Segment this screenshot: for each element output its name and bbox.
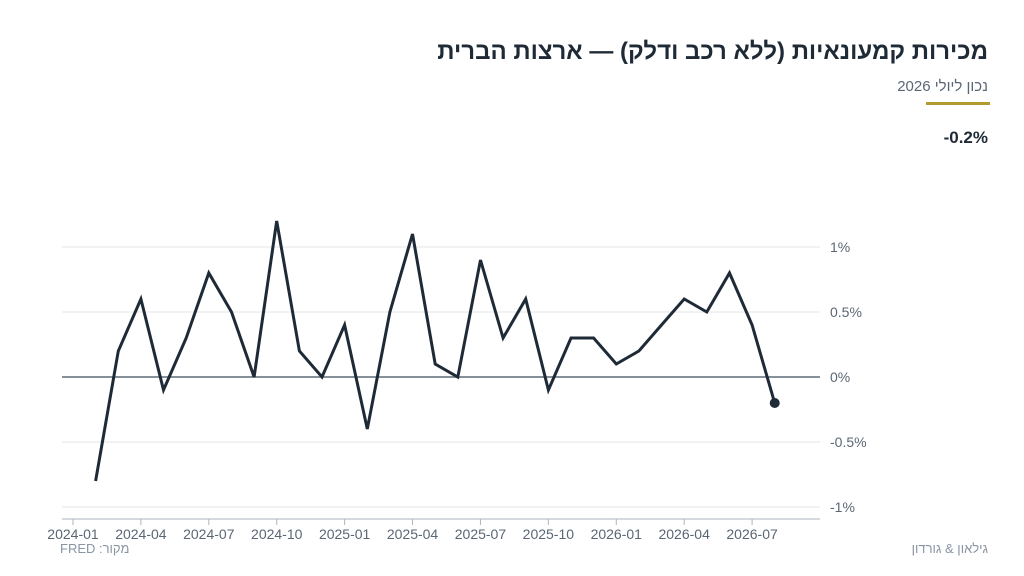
x-tick-label: 2024-04 xyxy=(115,526,167,542)
x-tick-label: 2024-10 xyxy=(251,526,303,542)
x-tick-label: 2024-07 xyxy=(183,526,235,542)
y-tick-label: -0.5% xyxy=(830,434,867,450)
series-line xyxy=(94,220,777,482)
x-tick-label: 2026-01 xyxy=(591,526,643,542)
accent-rule xyxy=(926,102,990,105)
x-tick-label: 2025-01 xyxy=(319,526,371,542)
latest-value: -0.2% xyxy=(943,128,988,147)
x-tick-label: 2026-04 xyxy=(658,526,710,542)
y-tick-label: 0% xyxy=(830,369,850,385)
last-point-marker xyxy=(769,398,780,408)
x-tick-label: 2026-07 xyxy=(726,526,778,542)
credit-note: גילאון & גורדון xyxy=(911,541,988,556)
x-tick-label: 2024-01 xyxy=(47,526,99,542)
x-tick-label: 2025-04 xyxy=(387,526,439,542)
y-tick-label: 0.5% xyxy=(830,304,862,320)
x-tick-label: 2025-07 xyxy=(455,526,507,542)
page-subtitle: נכון ליולי 2026 xyxy=(897,78,988,95)
y-tick-label: -1% xyxy=(830,499,855,515)
x-tick-label: 2025-10 xyxy=(523,526,575,542)
page-title: מכירות קמעונאיות (ללא רכב ודלק) — ארצות … xyxy=(437,38,988,65)
source-note: מקור: FRED xyxy=(60,541,130,556)
y-tick-label: 1% xyxy=(830,239,850,255)
